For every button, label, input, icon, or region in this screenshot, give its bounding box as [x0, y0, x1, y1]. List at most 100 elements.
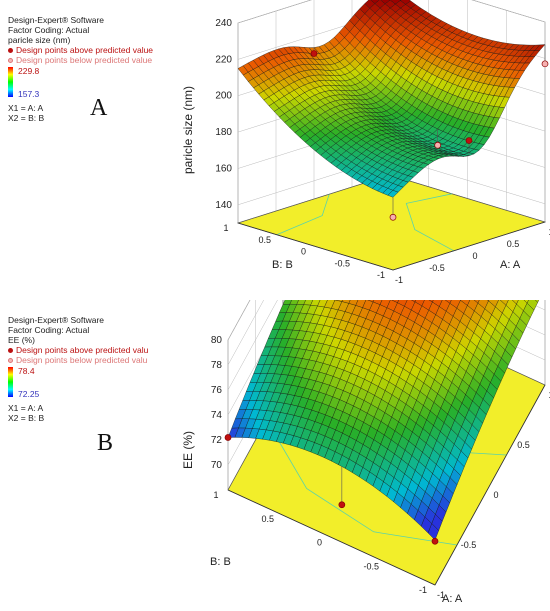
surface-plot-a: -1 -0.5 0 0.5 1 -1 -0.5 0 0.5 1 140 160 180 200 220 240…: [181, 0, 550, 285]
axes: -1 -0.5 0 0.5 1 -1 -0.5 0 0.5 1 140 160 180 200 220 240…: [181, 18, 550, 285]
b-tick-label: -1: [377, 270, 385, 280]
legend-b: Design-Expert® Software Factor Coding: A…: [8, 315, 148, 423]
design-point-above: [310, 50, 318, 57]
color-min: 72.25: [18, 389, 40, 399]
z-tick-label: 220: [215, 54, 232, 65]
response-surface: [227, 300, 540, 541]
a-tick-label: -1: [395, 275, 403, 285]
a-tick-label: 0.5: [507, 239, 520, 249]
z-tick-label: 240: [215, 18, 232, 29]
z-gridline: [237, 0, 546, 24]
panel-a: Design-Expert® Software Factor Coding: A…: [0, 0, 550, 300]
z-gridline: [227, 300, 278, 391]
z-tick-label: 180: [215, 127, 232, 138]
z-axis-title: EE (%): [181, 431, 195, 469]
above-marker-icon: [8, 48, 13, 54]
a-tick-label: 0: [472, 251, 477, 261]
surface-plot-b: -1 -0.5 0 0.5 1 -1 -0.5 0 0.5 1 70 72 74 76 78 80 A: A B:…: [181, 300, 550, 605]
legend-response: EE (%): [8, 335, 35, 345]
legend-coding: Factor Coding: Actual: [8, 25, 90, 35]
design-points: [310, 44, 549, 221]
b-tick-label: 0.5: [258, 235, 271, 245]
below-marker-icon: [8, 358, 13, 364]
a-tick-label: 1: [548, 390, 550, 400]
a-axis-line: [392, 221, 546, 271]
design-point-above: [338, 501, 346, 509]
floor-contour: [276, 194, 330, 236]
design-point-above: [224, 434, 232, 441]
design-point-above: [431, 537, 439, 545]
legend-coding: Factor Coding: Actual: [8, 325, 90, 335]
floor-contours: [276, 193, 454, 252]
design-point-below: [389, 213, 397, 221]
z-tick-label: 70: [211, 460, 223, 471]
design-point-below: [541, 60, 549, 68]
legend-x2: X2 = B: B: [8, 413, 45, 423]
floor-contour: [266, 419, 458, 546]
floor-contour: [405, 193, 454, 252]
a-tick-label: -1: [437, 590, 445, 600]
legend-x1: X1 = A: A: [8, 403, 44, 413]
below-marker-icon: [8, 58, 13, 64]
b-tick-label: -0.5: [334, 258, 350, 268]
a-tick-label: -0.5: [429, 263, 445, 273]
legend-below: Design points below predicted value: [16, 55, 153, 65]
design-points: [224, 300, 439, 545]
a-tick-label: 0: [493, 490, 498, 500]
b-tick-label: 1: [213, 490, 218, 500]
z-tick-label: 76: [211, 385, 223, 396]
color-scale: 229.8 157.3: [8, 66, 153, 99]
legend-response: paricle size (nm): [8, 35, 71, 45]
b-tick-label: 0: [301, 247, 306, 257]
color-min: 157.3: [18, 89, 40, 99]
axes: -1 -0.5 0 0.5 1 -1 -0.5 0 0.5 1 70 72 74 76 78 80 A: A B:…: [181, 335, 550, 605]
color-bar: [8, 67, 13, 97]
a-axis-title: A: A: [442, 593, 463, 605]
surface-cell: [473, 300, 480, 304]
z-tick-label: 140: [215, 200, 232, 211]
legend-software: Design-Expert® Software: [8, 15, 105, 25]
panel-letter-a: A: [90, 95, 108, 121]
legend-below: Design points below predicted valu: [16, 355, 148, 365]
b-tick-label: -1: [419, 585, 427, 595]
color-bar: [8, 367, 13, 397]
color-scale: 78.4 72.25: [8, 366, 148, 399]
response-surface: [237, 0, 546, 198]
surface-cell: [534, 300, 540, 303]
z-tick-label: 80: [211, 335, 223, 346]
panel-letter-b: B: [97, 430, 114, 456]
design-point-below: [434, 141, 442, 149]
z-tick-label: 200: [215, 91, 232, 102]
surface-cell: [387, 190, 399, 198]
b-axis-line: [237, 222, 394, 271]
a-tick-label: 1: [548, 227, 550, 237]
z-tick-label: 78: [211, 360, 223, 371]
b-tick-label: -0.5: [363, 561, 379, 571]
b-tick-label: 0.5: [261, 514, 274, 524]
a-axis-title: A: A: [500, 259, 521, 271]
b-axis-title: B: B: [272, 259, 293, 271]
a-tick-label: -0.5: [461, 540, 477, 550]
b-tick-label: 1: [223, 223, 228, 233]
legend-above: Design points above predicted value: [16, 45, 154, 55]
legend-above: Design points above predicted valu: [16, 345, 149, 355]
a-tick-label: 0.5: [517, 440, 530, 450]
b-axis-title: B: B: [210, 556, 231, 568]
a-axis-line: [434, 384, 546, 586]
color-max: 229.8: [18, 66, 40, 76]
z-tick-label: 74: [211, 410, 223, 421]
legend-x1: X1 = A: A: [8, 103, 44, 113]
legend-a: Design-Expert® Software Factor Coding: A…: [8, 15, 153, 123]
z-axis-title: paricle size (nm): [181, 86, 195, 174]
b-axis-line: [227, 489, 436, 586]
b-tick-label: 0: [317, 538, 322, 548]
z-tick-label: 160: [215, 163, 232, 174]
color-max: 78.4: [18, 366, 35, 376]
legend-x2: X2 = B: B: [8, 113, 45, 123]
legend-software: Design-Expert® Software: [8, 315, 105, 325]
panel-b: Design-Expert® Software Factor Coding: A…: [0, 300, 550, 611]
design-point-above: [465, 137, 473, 144]
surface-cell: [427, 523, 439, 541]
above-marker-icon: [8, 348, 13, 354]
z-tick-label: 72: [211, 435, 223, 446]
